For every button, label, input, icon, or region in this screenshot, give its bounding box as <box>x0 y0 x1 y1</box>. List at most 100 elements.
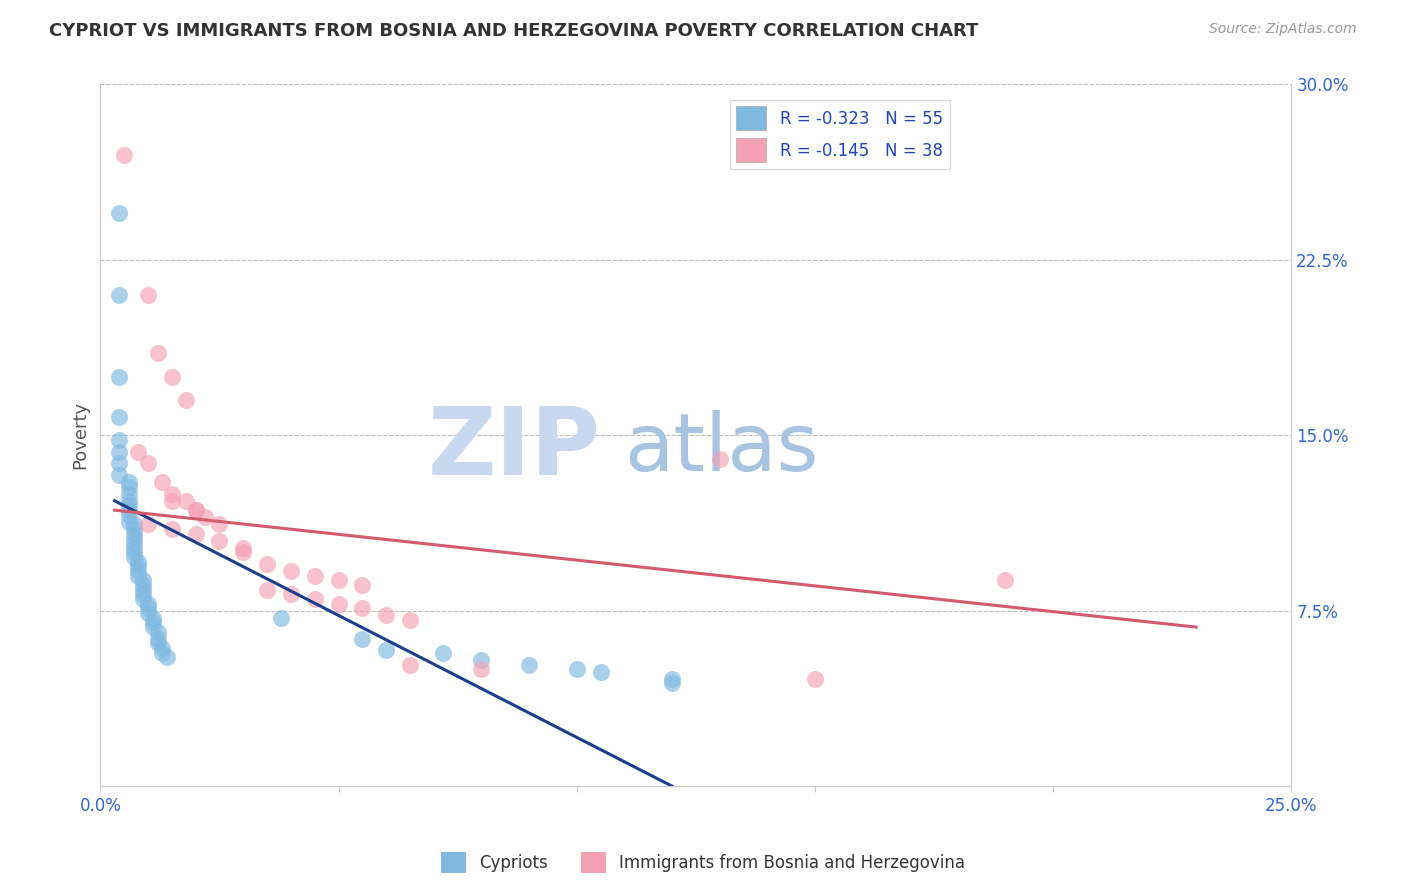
Point <box>232 541 254 555</box>
Point <box>136 597 159 611</box>
Point <box>146 346 169 360</box>
Point <box>994 574 1017 588</box>
Point <box>304 568 326 582</box>
Point <box>132 592 155 607</box>
Point <box>589 665 612 679</box>
Point <box>136 606 159 620</box>
Point <box>352 632 374 646</box>
Point <box>470 653 492 667</box>
Point <box>118 493 141 508</box>
Point <box>517 657 540 672</box>
Point <box>118 480 141 494</box>
Point <box>127 568 149 582</box>
Point <box>118 503 141 517</box>
Point <box>174 393 197 408</box>
Point <box>174 493 197 508</box>
Point <box>136 288 159 302</box>
Legend: Cypriots, Immigrants from Bosnia and Herzegovina: Cypriots, Immigrants from Bosnia and Her… <box>434 846 972 880</box>
Point <box>352 578 374 592</box>
Point <box>150 475 173 489</box>
Point <box>280 564 302 578</box>
Point <box>122 536 145 550</box>
Point <box>108 444 131 458</box>
Point <box>804 672 827 686</box>
Point <box>108 433 131 447</box>
Point <box>127 564 149 578</box>
Point <box>470 662 492 676</box>
Point <box>108 468 131 483</box>
Point <box>122 522 145 536</box>
Point <box>661 672 683 686</box>
Point <box>122 517 145 532</box>
Point <box>661 676 683 690</box>
Point <box>156 650 179 665</box>
Point <box>112 147 135 161</box>
Point <box>184 503 207 517</box>
Text: Source: ZipAtlas.com: Source: ZipAtlas.com <box>1209 22 1357 37</box>
Point <box>146 624 169 639</box>
Point <box>142 620 165 634</box>
Y-axis label: Poverty: Poverty <box>72 401 89 469</box>
Point <box>184 503 207 517</box>
Point <box>184 526 207 541</box>
Point <box>194 510 217 524</box>
Point <box>432 646 454 660</box>
Point <box>160 522 183 536</box>
Point <box>146 632 169 646</box>
Point <box>108 206 131 220</box>
Point <box>399 657 422 672</box>
Point <box>146 636 169 650</box>
Point <box>118 487 141 501</box>
Point <box>118 499 141 513</box>
Point <box>132 578 155 592</box>
Point <box>118 508 141 522</box>
Text: atlas: atlas <box>624 410 818 488</box>
Point <box>122 526 145 541</box>
Point <box>108 288 131 302</box>
Point <box>256 582 278 597</box>
Point <box>709 451 731 466</box>
Point <box>127 559 149 574</box>
Point <box>232 545 254 559</box>
Legend: R = -0.323   N = 55, R = -0.145   N = 38: R = -0.323 N = 55, R = -0.145 N = 38 <box>730 100 949 169</box>
Point <box>122 541 145 555</box>
Point <box>280 587 302 601</box>
Point <box>136 517 159 532</box>
Text: ZIP: ZIP <box>427 403 600 495</box>
Point <box>122 545 145 559</box>
Point <box>118 515 141 529</box>
Point <box>150 646 173 660</box>
Point <box>160 487 183 501</box>
Point <box>127 555 149 569</box>
Point <box>132 582 155 597</box>
Point <box>118 475 141 489</box>
Point <box>150 641 173 656</box>
Point <box>127 444 149 458</box>
Point <box>304 592 326 607</box>
Point <box>565 662 588 676</box>
Point <box>208 533 231 548</box>
Point <box>142 611 165 625</box>
Point <box>208 517 231 532</box>
Point <box>270 611 292 625</box>
Point <box>108 409 131 424</box>
Point <box>160 369 183 384</box>
Point <box>399 613 422 627</box>
Point <box>375 643 398 657</box>
Point <box>132 587 155 601</box>
Point <box>122 531 145 545</box>
Point <box>108 456 131 470</box>
Point <box>122 549 145 564</box>
Point <box>352 601 374 615</box>
Point <box>136 601 159 615</box>
Text: CYPRIOT VS IMMIGRANTS FROM BOSNIA AND HERZEGOVINA POVERTY CORRELATION CHART: CYPRIOT VS IMMIGRANTS FROM BOSNIA AND HE… <box>49 22 979 40</box>
Point <box>256 557 278 571</box>
Point <box>142 615 165 630</box>
Point <box>136 456 159 470</box>
Point <box>375 608 398 623</box>
Point <box>108 369 131 384</box>
Point <box>328 597 350 611</box>
Point <box>160 493 183 508</box>
Point <box>132 574 155 588</box>
Point <box>328 574 350 588</box>
